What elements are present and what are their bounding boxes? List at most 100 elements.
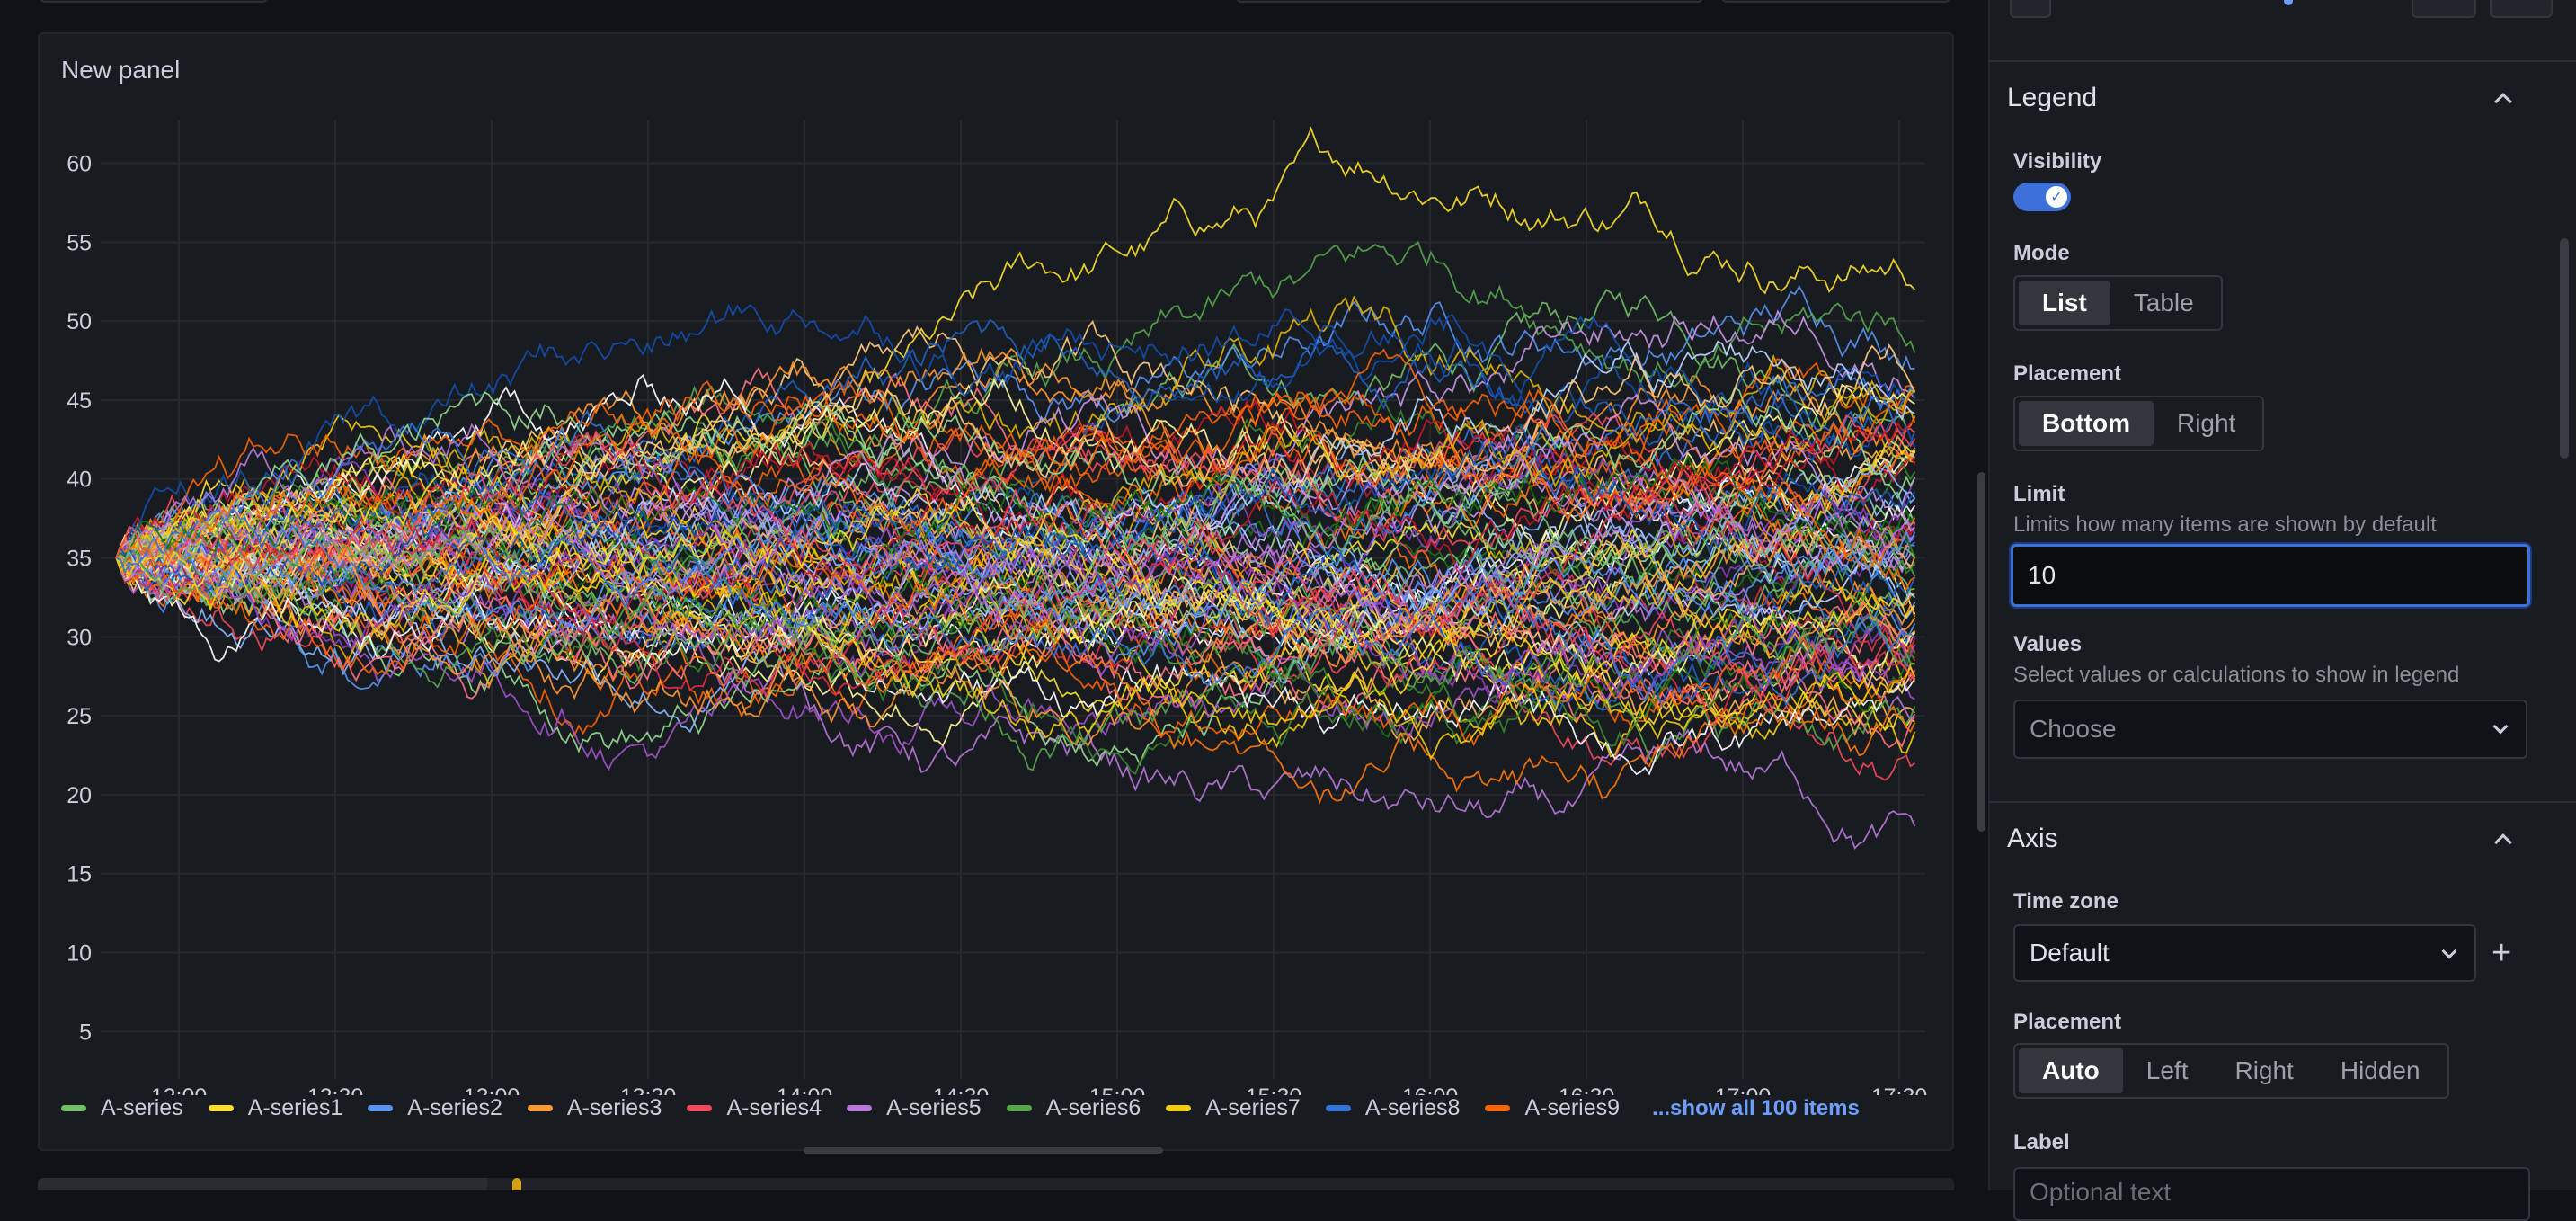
mode-option-table[interactable]: Table xyxy=(2133,289,2194,316)
legend-mode-radio: List Table xyxy=(2013,275,2223,331)
toolbar-control[interactable] xyxy=(40,0,268,3)
series-line xyxy=(116,414,1916,631)
chevron-down-icon xyxy=(2441,943,2457,959)
series-line xyxy=(115,515,1916,631)
y-tick-label: 30 xyxy=(67,625,92,650)
axis-placement-right[interactable]: Right xyxy=(2234,1056,2294,1084)
legend-section-title[interactable]: Legend xyxy=(2007,83,2098,112)
limit-label: Limit xyxy=(2013,482,2065,506)
legend-label: A-series5 xyxy=(886,1095,982,1120)
series-line xyxy=(115,343,1916,585)
y-tick-label: 55 xyxy=(67,230,92,255)
series-line xyxy=(115,525,1915,771)
series-line xyxy=(116,473,1916,689)
legend-item[interactable]: A-series7 xyxy=(1166,1095,1301,1121)
legend-label: A-series xyxy=(101,1095,183,1120)
legend-item[interactable]: A-series8 xyxy=(1325,1095,1460,1121)
legend-item[interactable]: A-series1 xyxy=(208,1095,343,1121)
limit-input[interactable]: 10 xyxy=(2011,544,2530,607)
series-line xyxy=(116,556,1916,776)
series-line xyxy=(115,378,1915,570)
axis-placement-auto[interactable]: Auto xyxy=(2019,1048,2123,1093)
timezone-label: Time zone xyxy=(2013,889,2119,914)
axis-placement-left[interactable]: Left xyxy=(2145,1056,2189,1084)
y-tick-label: 40 xyxy=(67,468,92,493)
y-tick-label: 50 xyxy=(67,309,92,334)
placement-option-right[interactable]: Right xyxy=(2176,409,2236,437)
splitter-handle[interactable] xyxy=(1977,472,1985,832)
bottom-pane-tab[interactable] xyxy=(38,1178,487,1190)
x-tick-label: 16:30 xyxy=(1559,1084,1615,1095)
values-placeholder: Choose xyxy=(2030,715,2117,743)
series-line xyxy=(116,508,1915,707)
mode-option-list[interactable]: List xyxy=(2019,281,2110,325)
time-series-chart[interactable]: 60 55 50 45 40 35 30 25 20 15 10 5 12:00 12:30 13:00 13… xyxy=(40,115,1956,1095)
options-top-button[interactable] xyxy=(2412,0,2476,18)
legend-placement-radio: Bottom Right xyxy=(2013,396,2265,451)
series-line xyxy=(115,318,1916,581)
legend-swatch xyxy=(1166,1105,1192,1111)
series-line xyxy=(115,486,1916,655)
series-line xyxy=(115,454,1916,563)
mode-label: Mode xyxy=(2013,241,2070,265)
legend-item[interactable]: A-series2 xyxy=(368,1095,502,1121)
axis-section-title[interactable]: Axis xyxy=(2007,824,2058,853)
x-tick-label: 14:00 xyxy=(777,1084,833,1095)
legend-swatch xyxy=(61,1105,86,1111)
legend-swatch xyxy=(687,1105,713,1111)
placement-label: Placement xyxy=(2013,361,2122,386)
legend-swatch xyxy=(208,1105,234,1111)
warning-indicator-icon xyxy=(512,1178,521,1190)
show-all-legend-link[interactable]: ...show all 100 items xyxy=(1652,1095,1860,1120)
legend-label: A-series9 xyxy=(1524,1095,1621,1120)
series-line xyxy=(115,414,1915,690)
series-line xyxy=(115,329,1916,585)
legend-item[interactable]: A-series5 xyxy=(847,1095,982,1121)
x-tick-label: 16:00 xyxy=(1402,1084,1459,1095)
refresh-picker[interactable] xyxy=(1721,0,1950,3)
panel-horizontal-scrollbar[interactable] xyxy=(804,1147,1163,1154)
values-select[interactable]: Choose xyxy=(2013,700,2527,759)
placement-option-bottom[interactable]: Bottom xyxy=(2019,401,2154,446)
chevron-down-icon xyxy=(2492,718,2509,735)
axis-label-input[interactable]: Optional text xyxy=(2013,1167,2530,1221)
legend-item[interactable]: A-series4 xyxy=(687,1095,822,1121)
y-tick-label: 35 xyxy=(67,547,92,572)
axis-placement-hidden[interactable]: Hidden xyxy=(2340,1056,2421,1084)
x-tick-label: 12:00 xyxy=(151,1084,208,1095)
series-line xyxy=(115,463,1916,684)
series-line xyxy=(115,552,1916,747)
timezone-select[interactable]: Default xyxy=(2013,924,2476,982)
add-timezone-icon[interactable]: + xyxy=(2492,934,2512,972)
series-line xyxy=(116,386,1916,564)
legend-label: A-series3 xyxy=(566,1095,662,1120)
x-tick-label: 12:30 xyxy=(307,1084,364,1095)
legend-item[interactable]: A-series9 xyxy=(1485,1095,1620,1121)
legend-item[interactable]: A-series3 xyxy=(527,1095,662,1121)
series-line xyxy=(115,423,1916,592)
series-line xyxy=(115,475,1916,695)
options-search-button[interactable] xyxy=(2490,0,2553,18)
legend-item[interactable]: A-series6 xyxy=(1006,1095,1141,1121)
y-tick-label: 5 xyxy=(79,1020,92,1045)
link-icon[interactable] xyxy=(2284,0,2293,5)
x-tick-label: 13:00 xyxy=(464,1084,520,1095)
y-tick-label: 15 xyxy=(67,862,92,887)
check-icon: ✓ xyxy=(2046,186,2067,208)
x-tick-label: 17:00 xyxy=(1715,1084,1772,1095)
visibility-label: Visibility xyxy=(2013,149,2102,174)
x-tick-label: 13:30 xyxy=(620,1084,677,1095)
legend-swatch xyxy=(847,1105,873,1111)
legend-item[interactable]: A-series xyxy=(61,1095,183,1121)
y-tick-label: 60 xyxy=(67,152,92,177)
options-tab[interactable] xyxy=(2010,0,2051,18)
options-scrollbar[interactable] xyxy=(2560,238,2569,459)
series-line xyxy=(115,379,1915,566)
time-series-panel: New panel 60 55 50 45 40 35 30 25 20 15 10 5 12:00 12… xyxy=(38,32,1956,1154)
legend-label: A-series1 xyxy=(247,1095,343,1120)
legend-visibility-toggle[interactable]: ✓ xyxy=(2013,183,2071,211)
time-range-picker[interactable] xyxy=(1236,0,1703,3)
axis-placement-label: Placement xyxy=(2013,1010,2122,1034)
x-tick-label: 14:30 xyxy=(933,1084,990,1095)
legend-swatch xyxy=(1485,1105,1511,1111)
